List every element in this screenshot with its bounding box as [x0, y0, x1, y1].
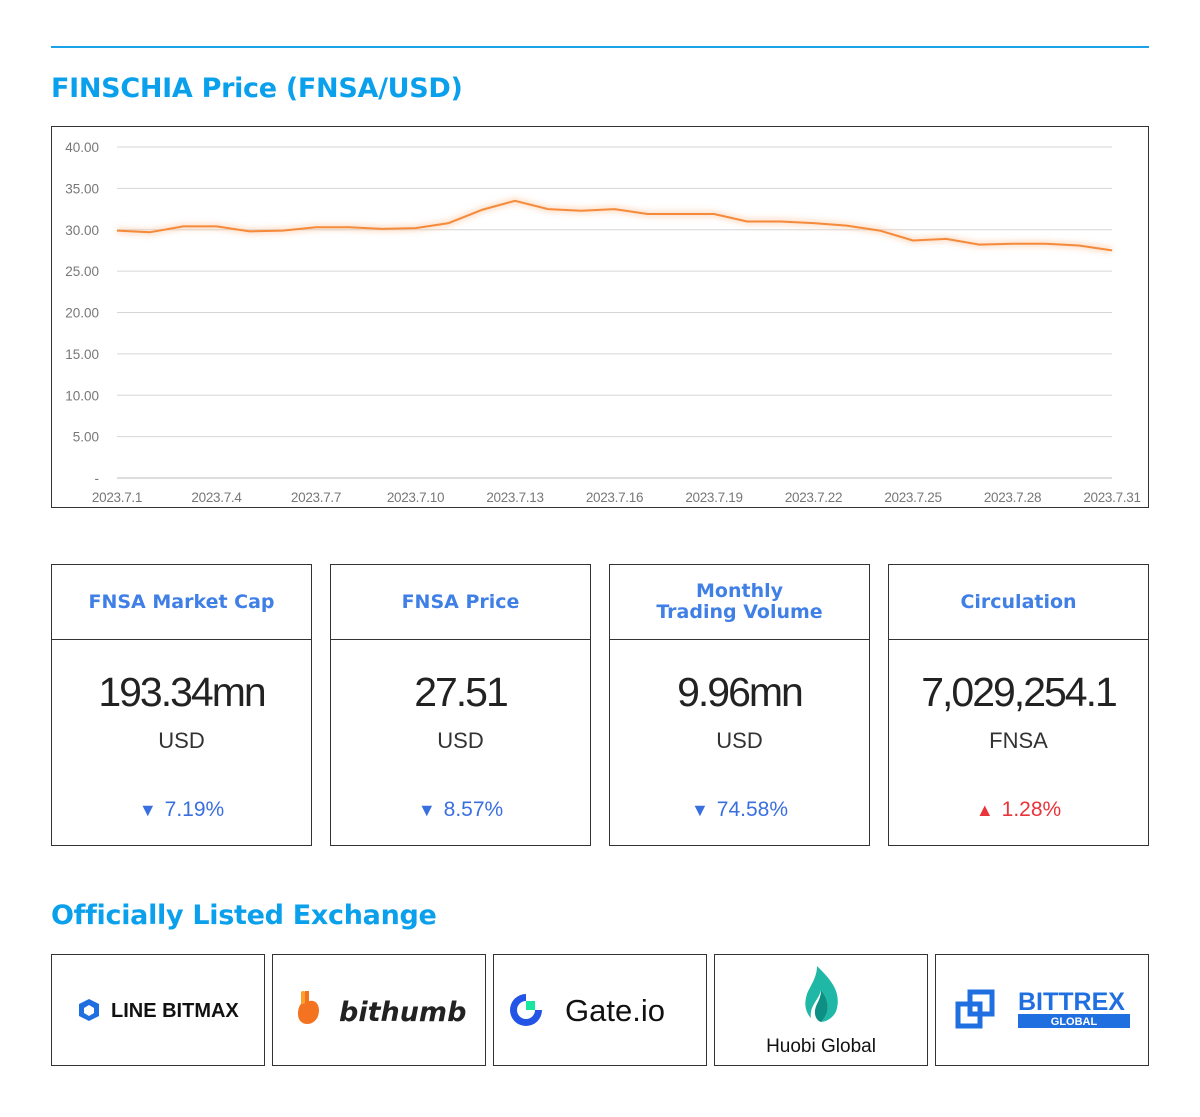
stat-unit: USD — [437, 728, 484, 753]
exchange-bittrex[interactable]: BITTREX GLOBAL — [935, 954, 1149, 1066]
stat-change: ▼ 74.58% — [610, 798, 869, 822]
stat-label: Circulation — [889, 565, 1148, 640]
stat-label: Monthly Trading Volume — [610, 565, 869, 640]
line-bitmax-logo: LINE BITMAX — [79, 999, 239, 1022]
y-tick-label: 15.00 — [65, 347, 99, 362]
exchange-line-bitmax[interactable]: LINE BITMAX — [51, 954, 265, 1066]
huobi-logo: Huobi Global — [766, 966, 876, 1057]
up-arrow-icon: ▲ — [975, 800, 994, 820]
stat-value: 27.51 — [414, 669, 509, 715]
x-tick-label: 2023.7.7 — [291, 490, 341, 505]
exchange-name: bithumb — [339, 997, 466, 1028]
stat-card-circulation: Circulation 7,029,254.1 FNSA ▲ 1.28% — [888, 564, 1149, 846]
x-tick-label: 2023.7.25 — [884, 490, 941, 505]
stat-change: ▲ 1.28% — [889, 798, 1148, 822]
stat-change: ▼ 7.19% — [52, 798, 311, 822]
stat-value: 9.96mn — [677, 669, 804, 715]
stat-unit: USD — [158, 728, 205, 753]
y-tick-label: 40.00 — [65, 140, 99, 155]
x-tick-label: 2023.7.1 — [92, 490, 142, 505]
x-tick-label: 2023.7.22 — [785, 490, 842, 505]
stat-label: FNSA Price — [331, 565, 590, 640]
stat-label: FNSA Market Cap — [52, 565, 311, 640]
stat-change-value: 74.58% — [716, 798, 789, 821]
down-arrow-icon: ▼ — [690, 800, 709, 820]
x-tick-label: 2023.7.16 — [586, 490, 643, 505]
stat-change: ▼ 8.57% — [331, 798, 590, 822]
stat-card-trading-volume: Monthly Trading Volume 9.96mn USD ▼ 74.58… — [609, 564, 870, 846]
bithumb-logo: bithumb — [297, 991, 466, 1028]
y-tick-label: 30.00 — [65, 223, 99, 238]
top-divider — [51, 46, 1149, 48]
exchange-bithumb[interactable]: bithumb — [272, 954, 486, 1066]
stat-value: 193.34mn — [98, 669, 266, 715]
y-tick-label: 20.00 — [65, 306, 99, 321]
price-line-chart: - 5.00 10.00 15.00 20.00 25.00 30.00 35.00 40.00… — [65, 140, 1141, 505]
x-tick-label: 2023.7.19 — [685, 490, 742, 505]
stat-change-value: 1.28% — [1001, 798, 1062, 821]
x-tick-label: 2023.7.31 — [1083, 490, 1140, 505]
y-tick-label: 5.00 — [73, 430, 99, 445]
y-tick-label: 35.00 — [65, 181, 99, 196]
stat-value: 7,029,254.1 — [921, 669, 1118, 715]
y-tick-label: 10.00 — [65, 388, 99, 403]
series-line — [116, 199, 1113, 252]
x-tick-label: 2023.7.13 — [486, 490, 543, 505]
exchange-subtitle: GLOBAL — [1051, 1016, 1098, 1028]
x-tick-label: 2023.7.10 — [387, 490, 444, 505]
stat-card-price: FNSA Price 27.51 USD ▼ 8.57% — [330, 564, 591, 846]
stat-unit: FNSA — [989, 728, 1048, 753]
price-chart-panel: - 5.00 10.00 15.00 20.00 25.00 30.00 35.00 40.00… — [51, 126, 1149, 508]
x-tick-label: 2023.7.28 — [984, 490, 1041, 505]
x-tick-label: 2023.7.4 — [191, 490, 242, 505]
exchange-section-title: Officially Listed Exchange — [51, 900, 437, 931]
exchange-huobi[interactable]: Huobi Global — [714, 954, 928, 1066]
y-tick-label: - — [95, 471, 100, 486]
price-chart-title: FINSCHIA Price (FNSA/USD) — [51, 73, 463, 104]
exchange-gate-io[interactable]: Gate.io — [493, 954, 707, 1066]
stat-card-market-cap: FNSA Market Cap 193.34mn USD ▼ 7.19% — [51, 564, 312, 846]
y-tick-label: 25.00 — [65, 264, 99, 279]
exchange-name: BITTREX — [1018, 988, 1125, 1016]
down-arrow-icon: ▼ — [138, 800, 157, 820]
exchange-name: Huobi Global — [766, 1036, 876, 1057]
bittrex-logo: BITTREX GLOBAL — [955, 988, 1130, 1029]
stat-unit: USD — [716, 728, 763, 753]
gate-io-logo: Gate.io — [510, 993, 665, 1028]
exchange-name: LINE BITMAX — [111, 1000, 239, 1022]
exchange-name: Gate.io — [565, 993, 665, 1028]
down-arrow-icon: ▼ — [417, 800, 436, 820]
stat-change-value: 8.57% — [443, 798, 504, 821]
stat-change-value: 7.19% — [164, 798, 225, 821]
